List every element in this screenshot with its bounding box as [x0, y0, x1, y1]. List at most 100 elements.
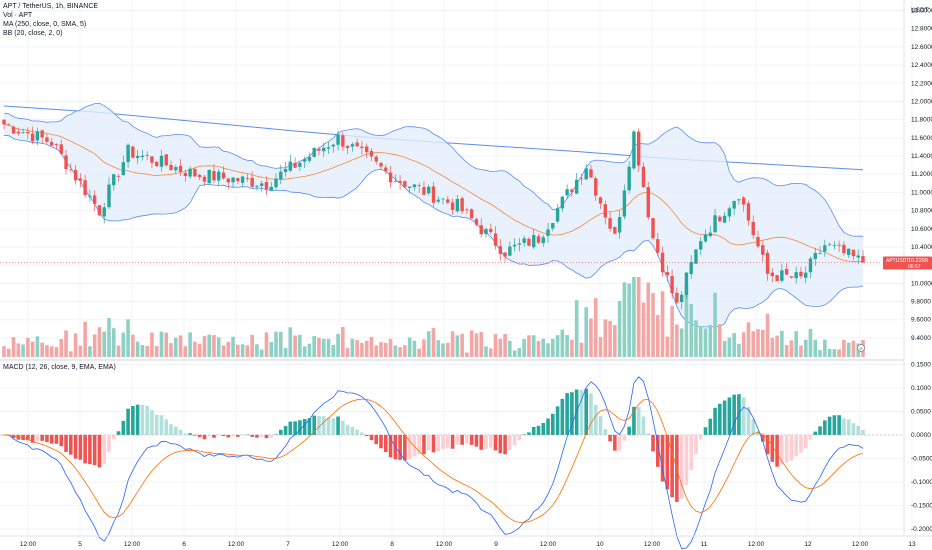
candle [713, 208, 717, 233]
candle-body [150, 156, 154, 163]
volume-bar [823, 339, 827, 357]
legend-ma[interactable]: MA (250, close, 0, SMA, 5) [3, 21, 87, 28]
candle-body [26, 131, 30, 134]
macd-tick-label: -0.2000 [911, 526, 932, 533]
candle [465, 207, 469, 215]
time-axis[interactable]: 12:00 5 12:00 6 12:00 7 12:00 8 12:00 9 12:00 10 12:… [20, 541, 916, 548]
legend-bb[interactable]: BB (20, close, 2, 0) [3, 30, 63, 37]
time-tick-label: 12:00 [540, 541, 557, 548]
candle-body [126, 144, 130, 163]
legend-macd[interactable]: MACD (12, 26, close, 9, EMA, EMA) [3, 364, 116, 371]
macd-histogram-bar [398, 434, 402, 460]
candle [155, 160, 159, 168]
candle-body [732, 200, 736, 209]
candle [570, 188, 574, 197]
macd-histogram-bar [832, 415, 837, 435]
macd-histogram-bar [531, 427, 536, 435]
macd-axis[interactable]: 0.1500 0.1000 0.0500 0.0000 -0.0500 -0.1000 -0… [911, 361, 932, 533]
macd-histogram-bar [245, 434, 250, 436]
macd-histogram-bar [488, 434, 493, 448]
candle [374, 154, 378, 165]
volume-bar [307, 343, 312, 357]
candle-body [627, 166, 631, 191]
macd-histogram-bar [64, 434, 68, 452]
candle [393, 174, 398, 183]
candle-body [102, 207, 106, 217]
candle-body [551, 223, 555, 229]
volume-bar [493, 334, 498, 357]
candle [699, 237, 703, 256]
time-tick-label: 12:00 [20, 541, 37, 548]
volume-bar [92, 334, 97, 357]
candle-body [231, 177, 235, 183]
candle-body [713, 215, 717, 233]
legend-symbol[interactable]: APT / TetherUS, 1h, BINANCE [3, 3, 99, 10]
volume-bar [708, 324, 713, 357]
candle-body [283, 169, 288, 172]
volume-bar [336, 333, 340, 357]
candle [574, 172, 579, 195]
candle [756, 230, 760, 249]
volume-bar [665, 336, 670, 357]
candle-body [164, 154, 168, 166]
volume-bar [226, 341, 231, 357]
candle-body [498, 246, 503, 254]
macd-histogram-bar [517, 434, 522, 441]
legend-volume[interactable]: Vol · APT [3, 12, 33, 19]
volume-bar [422, 339, 426, 357]
macd-histogram-bar [216, 434, 221, 436]
candle [851, 249, 856, 261]
candle [641, 162, 646, 189]
candle-body [341, 135, 345, 147]
volume-bar [598, 337, 603, 357]
macd-histogram-bar [703, 427, 708, 435]
candle-body [73, 169, 78, 181]
price-axis[interactable]: 13.0000 12.8000 12.6000 12.4000 12.2000 12.00… [911, 8, 932, 342]
time-tick-label: 12:00 [228, 541, 245, 548]
candle [312, 146, 316, 158]
candle [102, 202, 106, 224]
candle [302, 156, 307, 168]
volume-bar [126, 319, 130, 357]
volume-bar [484, 346, 488, 357]
candle [388, 165, 393, 188]
candle [97, 205, 102, 217]
volume-bar [760, 329, 765, 357]
candle [813, 247, 817, 266]
candle-body [574, 179, 579, 194]
volume-bar [732, 333, 736, 357]
candle [164, 154, 168, 167]
price-tick-label: 11.0000 [911, 189, 932, 196]
candle-body [827, 244, 832, 246]
macd-histogram-bar [88, 434, 92, 465]
volume-bar [197, 343, 202, 357]
volume-bar [364, 340, 369, 357]
price-tick-label: 9.6000 [911, 317, 931, 324]
volume-settings-icon[interactable]: ⌀ [857, 344, 865, 353]
candle-body [21, 132, 25, 134]
volume-bar [579, 342, 584, 357]
time-tick-label: 6 [182, 541, 186, 548]
volume-bar [64, 330, 68, 357]
volume-bar [512, 350, 517, 357]
volume-bar [131, 334, 135, 357]
macd-histogram-bar [426, 434, 431, 451]
macd-histogram-bar [317, 415, 321, 435]
macd-histogram-bar [150, 410, 154, 435]
candle-body [489, 228, 493, 233]
macd-histogram-bar [441, 434, 445, 450]
volume-bar [546, 343, 550, 357]
candle-body [240, 176, 245, 183]
macd-histogram-bar [159, 415, 164, 435]
time-tick-label: 12:00 [436, 541, 453, 548]
volume-bar [159, 331, 164, 357]
candle-body [92, 195, 97, 204]
volume-bar [446, 342, 450, 357]
candle [832, 241, 837, 250]
volume-bar [264, 332, 269, 357]
macd-histogram-bar [818, 426, 822, 435]
candle-body [469, 209, 474, 219]
volume-bar [121, 332, 126, 357]
macd-histogram-bar [345, 424, 350, 435]
